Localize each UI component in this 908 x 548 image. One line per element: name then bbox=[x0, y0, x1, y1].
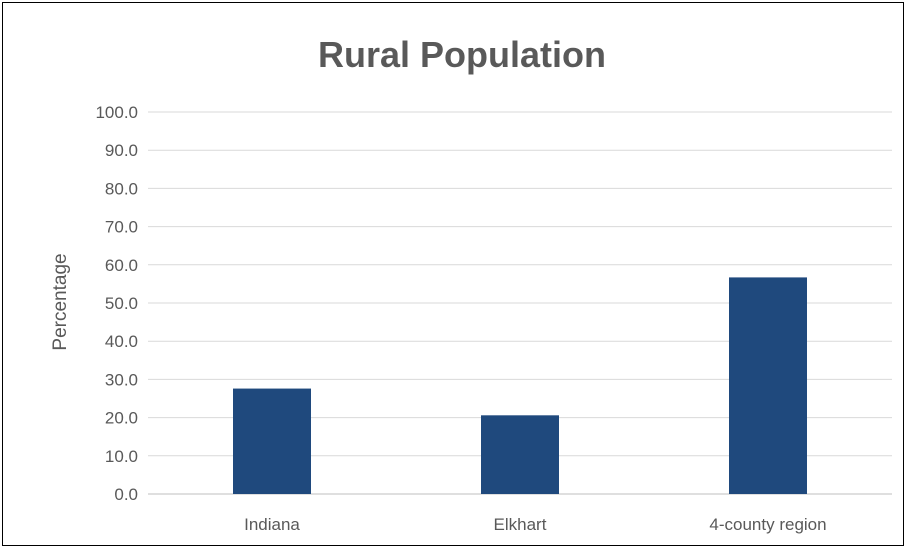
y-tick-label: 0.0 bbox=[114, 485, 138, 504]
bar bbox=[481, 415, 559, 494]
y-tick-label: 80.0 bbox=[105, 179, 138, 198]
y-tick-labels: 0.0 10.0 20.0 30.0 40.0 50.0 60.0 70.0 80.0 90.0 1… bbox=[95, 103, 138, 504]
x-tick-label: Indiana bbox=[244, 515, 300, 534]
chart-title: Rural Population bbox=[318, 34, 606, 75]
y-tick-label: 100.0 bbox=[95, 103, 138, 122]
y-tick-label: 40.0 bbox=[105, 332, 138, 351]
y-tick-label: 50.0 bbox=[105, 294, 138, 313]
y-tick-label: 90.0 bbox=[105, 141, 138, 160]
x-tick-label: 4-county region bbox=[709, 515, 826, 534]
x-tick-label: Elkhart bbox=[494, 515, 547, 534]
bar bbox=[233, 388, 311, 494]
y-tick-label: 70.0 bbox=[105, 218, 138, 237]
y-axis-title: Percentage bbox=[50, 253, 71, 350]
y-tick-label: 10.0 bbox=[105, 447, 138, 466]
bars bbox=[233, 277, 807, 494]
x-tick-labels: Indiana Elkhart 4-county region bbox=[244, 515, 826, 534]
bar bbox=[729, 277, 807, 494]
y-tick-label: 30.0 bbox=[105, 370, 138, 389]
y-tick-label: 60.0 bbox=[105, 256, 138, 275]
y-tick-label: 20.0 bbox=[105, 409, 138, 428]
